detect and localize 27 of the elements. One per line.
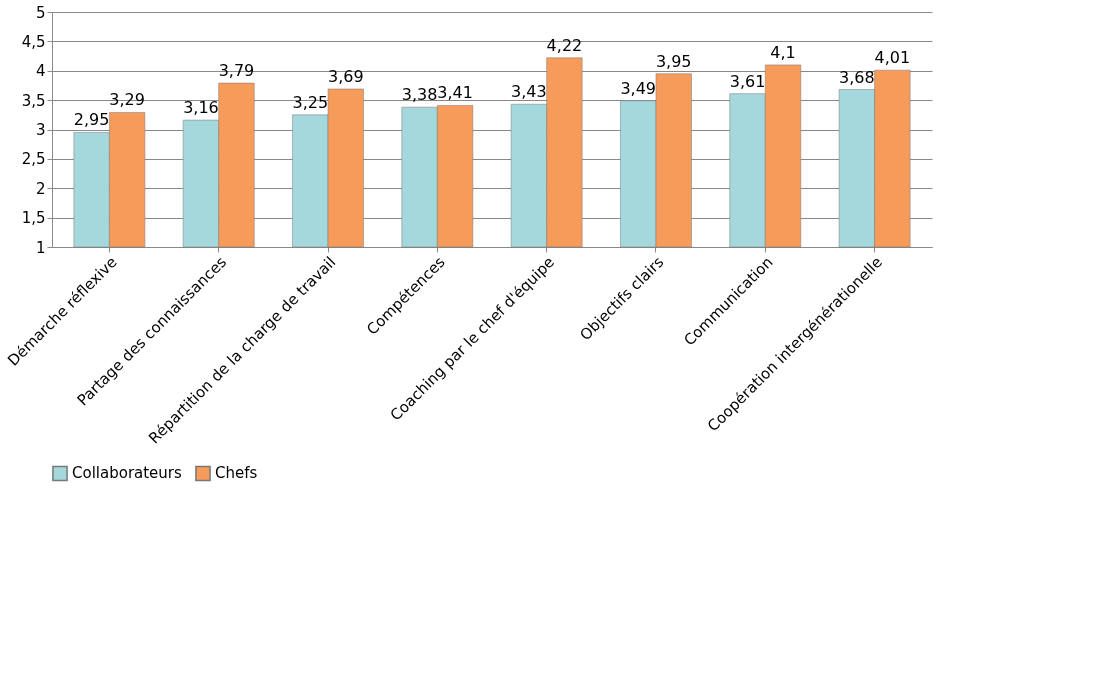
data-label: 3,68: [839, 67, 875, 87]
data-label: 3,43: [511, 82, 547, 102]
data-label: 2,95: [73, 110, 110, 130]
data-label: 4,22: [546, 35, 583, 55]
legend-label: Collaborateurs: [72, 464, 183, 483]
data-label: 4,1: [770, 42, 796, 62]
data-label: 3,25: [292, 92, 329, 112]
y-tick-label: 5: [35, 3, 46, 22]
data-label: 3,69: [327, 66, 364, 86]
legend-label: Chefs: [215, 464, 258, 483]
data-label: 3,79: [218, 61, 255, 81]
y-tick-label: 1: [35, 238, 46, 257]
data-label: 3,16: [183, 98, 219, 118]
data-label: 3,49: [620, 78, 657, 98]
y-tick-label: 4,5: [21, 32, 46, 51]
data-label: 3,41: [437, 83, 473, 103]
data-label: 3,95: [655, 51, 692, 71]
y-tick-label: 3,5: [21, 91, 46, 110]
data-label: 3,38: [401, 85, 438, 105]
y-tick-label: 1,5: [21, 209, 46, 228]
y-tick-label: 2: [35, 179, 46, 198]
data-label: 3,29: [109, 90, 145, 110]
data-label: 4,01: [874, 48, 911, 68]
y-tick-label: 2,5: [21, 150, 46, 169]
y-tick-label: 3: [35, 121, 46, 139]
y-tick-label: 4: [35, 62, 46, 81]
data-label: 3,61: [729, 71, 766, 91]
